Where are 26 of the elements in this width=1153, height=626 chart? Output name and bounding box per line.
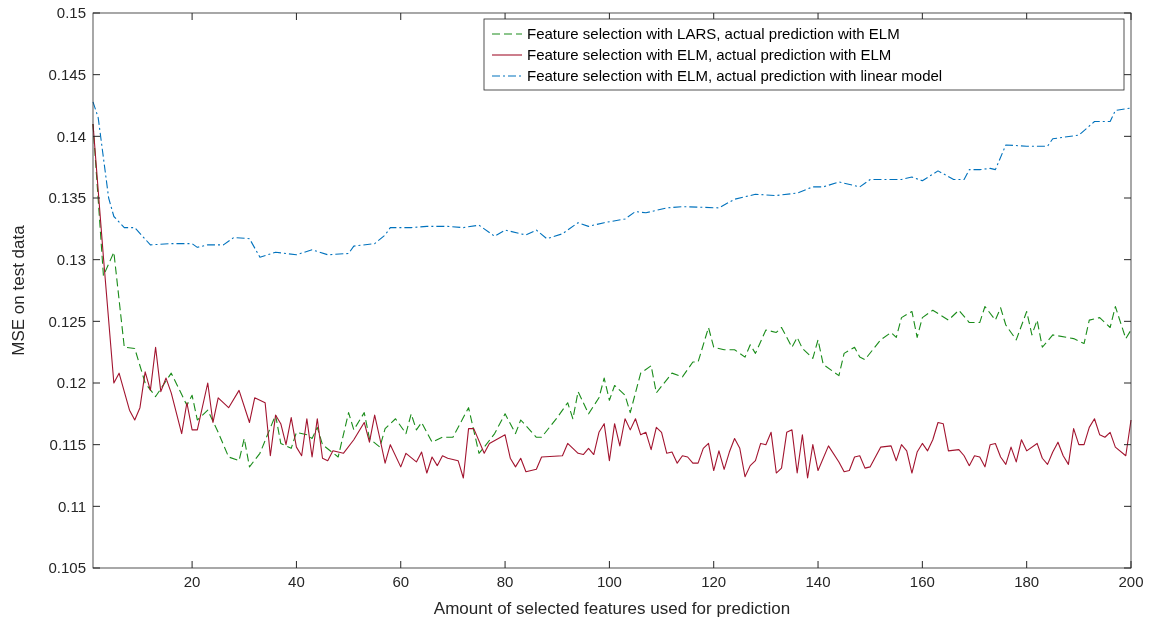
y-tick-label: 0.135 (48, 189, 86, 207)
x-tick-label: 200 (1118, 573, 1144, 590)
legend-label: Feature selection with ELM, actual prediction with ELM (527, 46, 892, 64)
x-tick-label: 180 (1014, 573, 1040, 590)
x-tick-label: 160 (909, 573, 935, 590)
y-tick-label: 0.145 (48, 65, 86, 83)
line-series (92, 101, 1132, 258)
x-tick-label: 40 (288, 573, 305, 590)
x-tick-label: 80 (496, 573, 514, 590)
x-axis-title: Amount of selected features used for prediction (433, 599, 791, 618)
x-tick-label: 60 (392, 573, 410, 590)
y-tick-label: 0.14 (56, 127, 86, 145)
y-tick-label: 0.13 (56, 250, 86, 268)
legend-label: Feature selection with ELM, actual prediction with linear model (527, 67, 943, 85)
y-tick-label: 0.11 (57, 497, 86, 515)
y-tick-label: 0.15 (56, 4, 86, 22)
y-tick-label: 0.115 (49, 435, 86, 453)
y-tick-label: 0.12 (56, 374, 86, 392)
y-tick-label: 0.105 (48, 559, 86, 577)
x-tick-label: 140 (805, 573, 831, 590)
x-tick-label: 120 (701, 573, 727, 590)
y-axis-title: MSE on test data (9, 224, 28, 356)
y-tick-label: 0.125 (48, 312, 86, 330)
legend-label: Feature selection with LARS, actual prediction with ELM (527, 25, 900, 43)
x-tick-label: 100 (596, 573, 622, 590)
x-tick-label: 20 (183, 573, 201, 590)
